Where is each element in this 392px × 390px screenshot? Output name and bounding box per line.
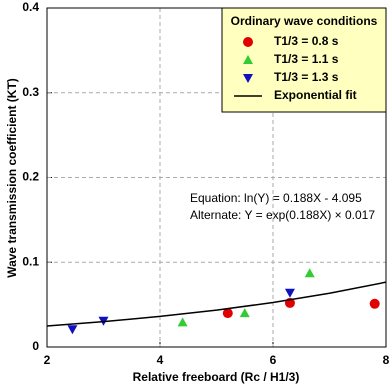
legend-label: T1/3 = 1.1 s: [274, 52, 339, 66]
legend-label: Exponential fit: [274, 88, 357, 102]
annotation: Alternate: Y = exp(0.188X) × 0.017: [190, 208, 375, 222]
point: [369, 298, 380, 309]
y-tick-label: 0.4: [22, 0, 39, 14]
point: [239, 308, 250, 318]
y-tick-label: 0.2: [22, 170, 39, 184]
x-tick-label: 8: [383, 353, 390, 367]
point: [243, 55, 253, 64]
x-axis-label: Relative freeboard (Rc / H1/3): [133, 370, 300, 384]
y-tick-label: 0.1: [22, 254, 39, 268]
legend-label: T1/3 = 0.8 s: [274, 34, 339, 48]
y-tick-label: 0.3: [22, 85, 39, 99]
y-tick-label: 0: [32, 339, 39, 353]
legend-label: T1/3 = 1.3 s: [274, 70, 339, 84]
point: [243, 74, 253, 83]
point: [177, 317, 188, 327]
legend-title: Ordinary wave conditions: [231, 14, 378, 28]
point: [243, 37, 253, 47]
annotation: Equation: ln(Y) = 0.188X - 4.095: [190, 191, 362, 205]
x-tick-label: 2: [44, 353, 51, 367]
y-axis-label: Wave transmission coefficient (KT): [5, 78, 19, 278]
plot-frame: [46, 7, 387, 348]
fit-line: [46, 281, 387, 327]
point: [222, 308, 233, 319]
point: [304, 268, 315, 278]
x-tick-label: 4: [157, 353, 164, 367]
point: [67, 325, 78, 335]
point: [284, 288, 295, 298]
x-tick-label: 6: [270, 353, 277, 367]
